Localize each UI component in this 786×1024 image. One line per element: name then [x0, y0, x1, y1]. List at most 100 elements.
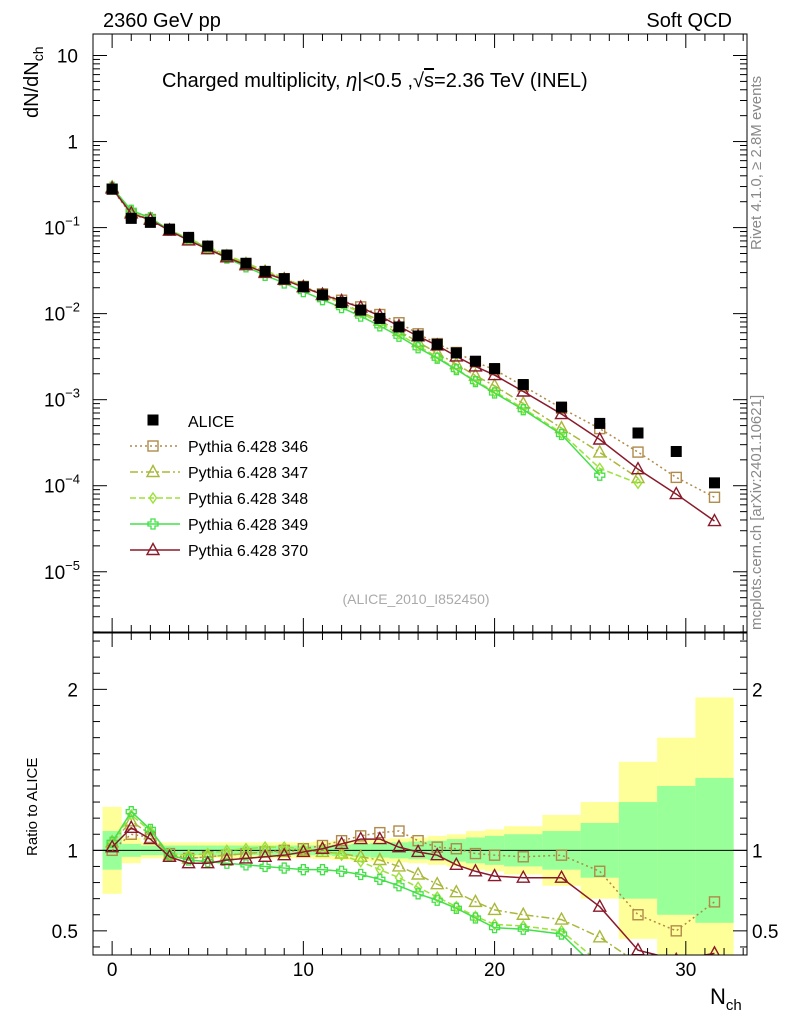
- data-point: [221, 249, 233, 261]
- legend-label: Pythia 6.428 346: [188, 439, 308, 456]
- series-point-main: [708, 491, 721, 503]
- series-point-ratio: [337, 848, 346, 862]
- series-point-main: [517, 404, 529, 416]
- series-point-main: [487, 377, 502, 392]
- x-axis-label: Nch: [710, 984, 742, 1014]
- series-point-ratio: [241, 842, 251, 855]
- ratio-axes: 0 10 20 30 0.5 0.5 1 1 2 2: [52, 633, 778, 981]
- series-point-main: [592, 431, 607, 445]
- series-point-main: [595, 462, 605, 475]
- legend-label: Pythia 6.428 348: [188, 491, 308, 508]
- series-point-ratio: [277, 843, 292, 858]
- series-point-ratio: [391, 839, 407, 853]
- series-point-main: [670, 471, 682, 484]
- series-point-ratio: [278, 862, 290, 874]
- data-point: [393, 321, 405, 333]
- legend-label: Pythia 6.428 349: [188, 517, 308, 534]
- series-point-main: [555, 428, 568, 441]
- series-line-main: [111, 186, 601, 476]
- series-point-ratio: [298, 842, 308, 855]
- y-tick-label: 10−4: [44, 472, 80, 498]
- series-point-ratio: [391, 858, 407, 872]
- series-point-ratio: [487, 901, 502, 916]
- series-line-ratio: [111, 826, 715, 955]
- rivet-label: Rivet 4.1.0, ≥ 2.8M events: [748, 76, 765, 250]
- series-point-ratio: [449, 884, 464, 898]
- series-point-ratio: [106, 836, 118, 848]
- data-point: [556, 401, 568, 413]
- series-point-ratio: [146, 824, 155, 838]
- header-left: 2360 GeV pp: [103, 10, 221, 32]
- data-point: [450, 347, 462, 359]
- series-point-ratio: [296, 843, 311, 858]
- y-axis-label-main: dN/dNch: [21, 47, 46, 119]
- data-point: [125, 212, 137, 224]
- y-tick-label: 10−2: [44, 300, 80, 326]
- series-point-ratio: [709, 945, 720, 955]
- series-point-ratio: [125, 806, 137, 818]
- series-point-ratio: [596, 958, 603, 968]
- series-point-ratio: [594, 865, 606, 877]
- series-point-ratio: [374, 873, 386, 885]
- legend-marker: [147, 440, 159, 452]
- series-point-ratio: [316, 864, 329, 876]
- series-point-ratio: [410, 843, 426, 858]
- series-point-main: [516, 383, 531, 397]
- series-point-ratio: [635, 964, 642, 974]
- series-point-ratio: [430, 847, 445, 861]
- series-point-ratio: [181, 855, 196, 869]
- series-point-ratio: [393, 880, 405, 892]
- mcplots-label: mcplots.cern.ch [arXiv:2401.10621]: [748, 395, 765, 630]
- series-point-ratio: [450, 843, 463, 855]
- ratio-bands: [93, 697, 747, 955]
- series-point-main: [469, 375, 482, 388]
- data-point: [278, 273, 290, 285]
- ratio-plot: [104, 806, 721, 974]
- y-axis-label-ratio: Ratio to ALICE: [24, 758, 41, 856]
- series-point-ratio: [259, 860, 271, 873]
- series-point-ratio: [412, 888, 424, 900]
- series-point-ratio: [708, 896, 721, 908]
- series-point-ratio: [468, 863, 483, 877]
- series-point-ratio: [554, 869, 569, 883]
- series-point-main: [488, 387, 501, 399]
- data-point: [489, 363, 501, 375]
- series-point-ratio: [353, 831, 368, 845]
- series-point-main: [431, 352, 443, 364]
- series-point-ratio: [670, 925, 682, 937]
- series-point-ratio: [200, 855, 215, 869]
- data-point: [336, 296, 348, 308]
- series-point-ratio: [555, 928, 568, 940]
- series-point-main: [594, 469, 606, 481]
- data-point: [374, 312, 386, 324]
- series-point-ratio: [162, 848, 177, 862]
- series-point-ratio: [431, 841, 443, 853]
- series-point-ratio: [516, 906, 531, 920]
- series-point-ratio: [469, 847, 482, 860]
- series-line-ratio: [111, 813, 592, 955]
- data-point: [240, 257, 252, 269]
- chart-title: Charged multiplicity, η|<0.5 ,√s=2.36 Te…: [162, 70, 588, 92]
- series-point-ratio: [632, 957, 644, 968]
- legend-label: Pythia 6.428 370: [188, 543, 308, 560]
- series-point-ratio: [334, 845, 349, 859]
- series-point-ratio: [315, 840, 330, 854]
- series-point-ratio: [592, 898, 607, 912]
- y-tick-label: 10−1: [44, 214, 80, 240]
- data-point: [106, 183, 118, 195]
- series-point-ratio: [431, 894, 443, 906]
- series-point-ratio: [356, 855, 366, 868]
- series-point-ratio: [516, 869, 531, 883]
- series-point-ratio: [238, 850, 254, 864]
- ratio-tick-label-right: 1: [752, 841, 763, 862]
- series-point-ratio: [277, 847, 292, 861]
- series-point-ratio: [124, 819, 139, 834]
- ratio-tick-label: 2: [67, 680, 78, 701]
- series-point-main: [633, 477, 643, 490]
- series-point-ratio: [334, 835, 349, 850]
- series-point-ratio: [203, 847, 213, 860]
- data-point: [517, 379, 529, 391]
- series-point-ratio: [632, 909, 644, 921]
- main-axes: 10 1 10−1 10−2 10−3 10−4 10−5: [44, 34, 747, 633]
- data-point: [412, 330, 424, 342]
